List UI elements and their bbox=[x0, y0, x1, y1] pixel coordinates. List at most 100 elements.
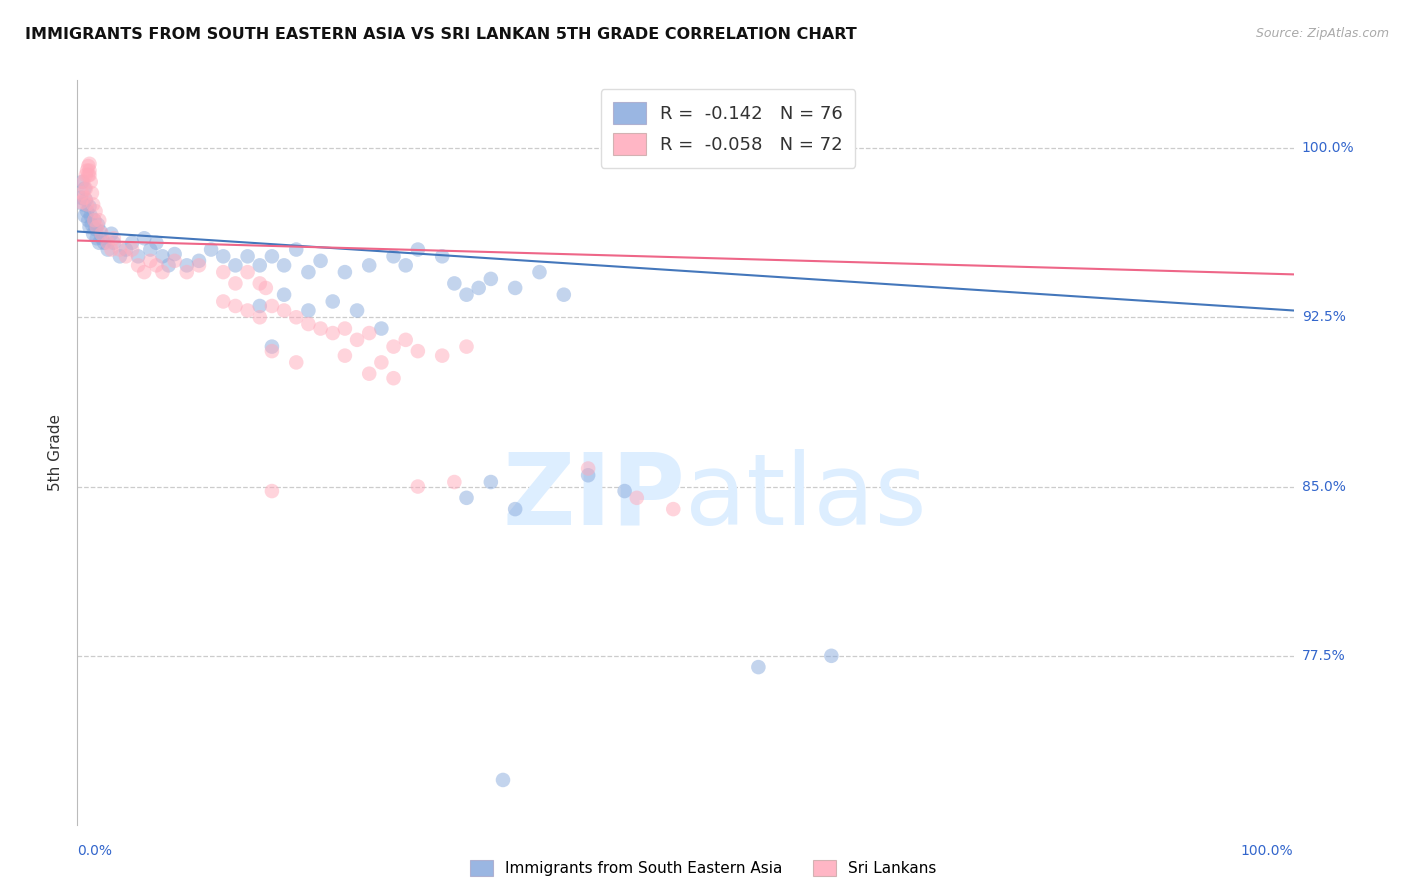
Point bbox=[212, 265, 235, 279]
Point bbox=[163, 247, 186, 261]
Point bbox=[82, 197, 104, 211]
Point bbox=[224, 299, 246, 313]
Point bbox=[236, 303, 259, 318]
Text: 85.0%: 85.0% bbox=[1302, 480, 1346, 493]
Point bbox=[108, 243, 131, 257]
Point bbox=[359, 258, 381, 272]
Legend: Immigrants from South Eastern Asia, Sri Lankans: Immigrants from South Eastern Asia, Sri … bbox=[464, 855, 942, 882]
Point bbox=[333, 265, 356, 279]
Point bbox=[84, 222, 107, 236]
Point bbox=[121, 243, 143, 257]
Point bbox=[370, 355, 392, 369]
Point bbox=[236, 249, 259, 263]
Point bbox=[249, 310, 271, 325]
Point bbox=[90, 231, 112, 245]
Point bbox=[108, 249, 131, 263]
Point bbox=[212, 249, 235, 263]
Point bbox=[224, 258, 246, 272]
Point bbox=[260, 484, 283, 499]
Point bbox=[322, 294, 344, 309]
Point bbox=[70, 195, 93, 210]
Point bbox=[84, 204, 107, 219]
Point bbox=[86, 219, 108, 234]
Point bbox=[249, 277, 271, 291]
Point bbox=[249, 299, 271, 313]
Point bbox=[406, 479, 429, 493]
Point bbox=[406, 344, 429, 359]
Point bbox=[73, 191, 96, 205]
Point bbox=[359, 326, 381, 340]
Point bbox=[77, 168, 100, 182]
Point bbox=[70, 191, 93, 205]
Point bbox=[72, 175, 94, 189]
Y-axis label: 5th Grade: 5th Grade bbox=[48, 414, 63, 491]
Point bbox=[76, 163, 98, 178]
Point bbox=[77, 159, 100, 173]
Point bbox=[820, 648, 842, 663]
Point bbox=[73, 209, 96, 223]
Point bbox=[127, 249, 149, 263]
Point bbox=[80, 209, 103, 223]
Point bbox=[576, 461, 599, 475]
Point bbox=[260, 344, 283, 359]
Point bbox=[285, 310, 308, 325]
Point bbox=[236, 265, 259, 279]
Point bbox=[83, 213, 105, 227]
Point bbox=[260, 340, 283, 354]
Point bbox=[80, 186, 103, 201]
Text: IMMIGRANTS FROM SOUTH EASTERN ASIA VS SRI LANKAN 5TH GRADE CORRELATION CHART: IMMIGRANTS FROM SOUTH EASTERN ASIA VS SR… bbox=[25, 27, 858, 42]
Point bbox=[456, 340, 478, 354]
Point bbox=[395, 333, 418, 347]
Point bbox=[333, 321, 356, 335]
Point bbox=[479, 475, 502, 489]
Point bbox=[79, 168, 101, 182]
Point bbox=[273, 303, 295, 318]
Point bbox=[103, 235, 125, 250]
Point bbox=[456, 287, 478, 301]
Point bbox=[249, 258, 271, 272]
Point bbox=[86, 231, 108, 245]
Point bbox=[145, 235, 167, 250]
Point bbox=[79, 219, 101, 234]
Point bbox=[443, 277, 465, 291]
Point bbox=[297, 265, 319, 279]
Text: 92.5%: 92.5% bbox=[1302, 310, 1346, 325]
Point bbox=[188, 258, 211, 272]
Point bbox=[75, 181, 97, 195]
Point bbox=[467, 281, 489, 295]
Point bbox=[97, 235, 120, 250]
Point bbox=[75, 168, 97, 182]
Point bbox=[395, 258, 418, 272]
Point bbox=[662, 502, 685, 516]
Point bbox=[224, 277, 246, 291]
Point bbox=[80, 218, 103, 232]
Point bbox=[134, 265, 156, 279]
Point bbox=[97, 243, 120, 257]
Point bbox=[613, 484, 636, 499]
Point bbox=[139, 253, 162, 268]
Point bbox=[89, 235, 111, 250]
Point bbox=[76, 204, 98, 219]
Point bbox=[83, 213, 105, 227]
Point bbox=[176, 258, 198, 272]
Point bbox=[152, 265, 174, 279]
Point bbox=[254, 281, 277, 295]
Point bbox=[73, 181, 96, 195]
Text: Source: ZipAtlas.com: Source: ZipAtlas.com bbox=[1256, 27, 1389, 40]
Point bbox=[76, 197, 98, 211]
Point bbox=[75, 193, 97, 207]
Point bbox=[747, 660, 769, 674]
Point bbox=[90, 227, 112, 241]
Point bbox=[297, 303, 319, 318]
Text: 0.0%: 0.0% bbox=[77, 844, 112, 858]
Point bbox=[100, 227, 122, 241]
Point bbox=[157, 258, 180, 272]
Point bbox=[370, 321, 392, 335]
Point bbox=[430, 249, 453, 263]
Point bbox=[309, 321, 332, 335]
Point bbox=[79, 157, 101, 171]
Point bbox=[103, 231, 125, 245]
Point bbox=[443, 475, 465, 489]
Point bbox=[70, 186, 93, 201]
Point bbox=[139, 243, 162, 257]
